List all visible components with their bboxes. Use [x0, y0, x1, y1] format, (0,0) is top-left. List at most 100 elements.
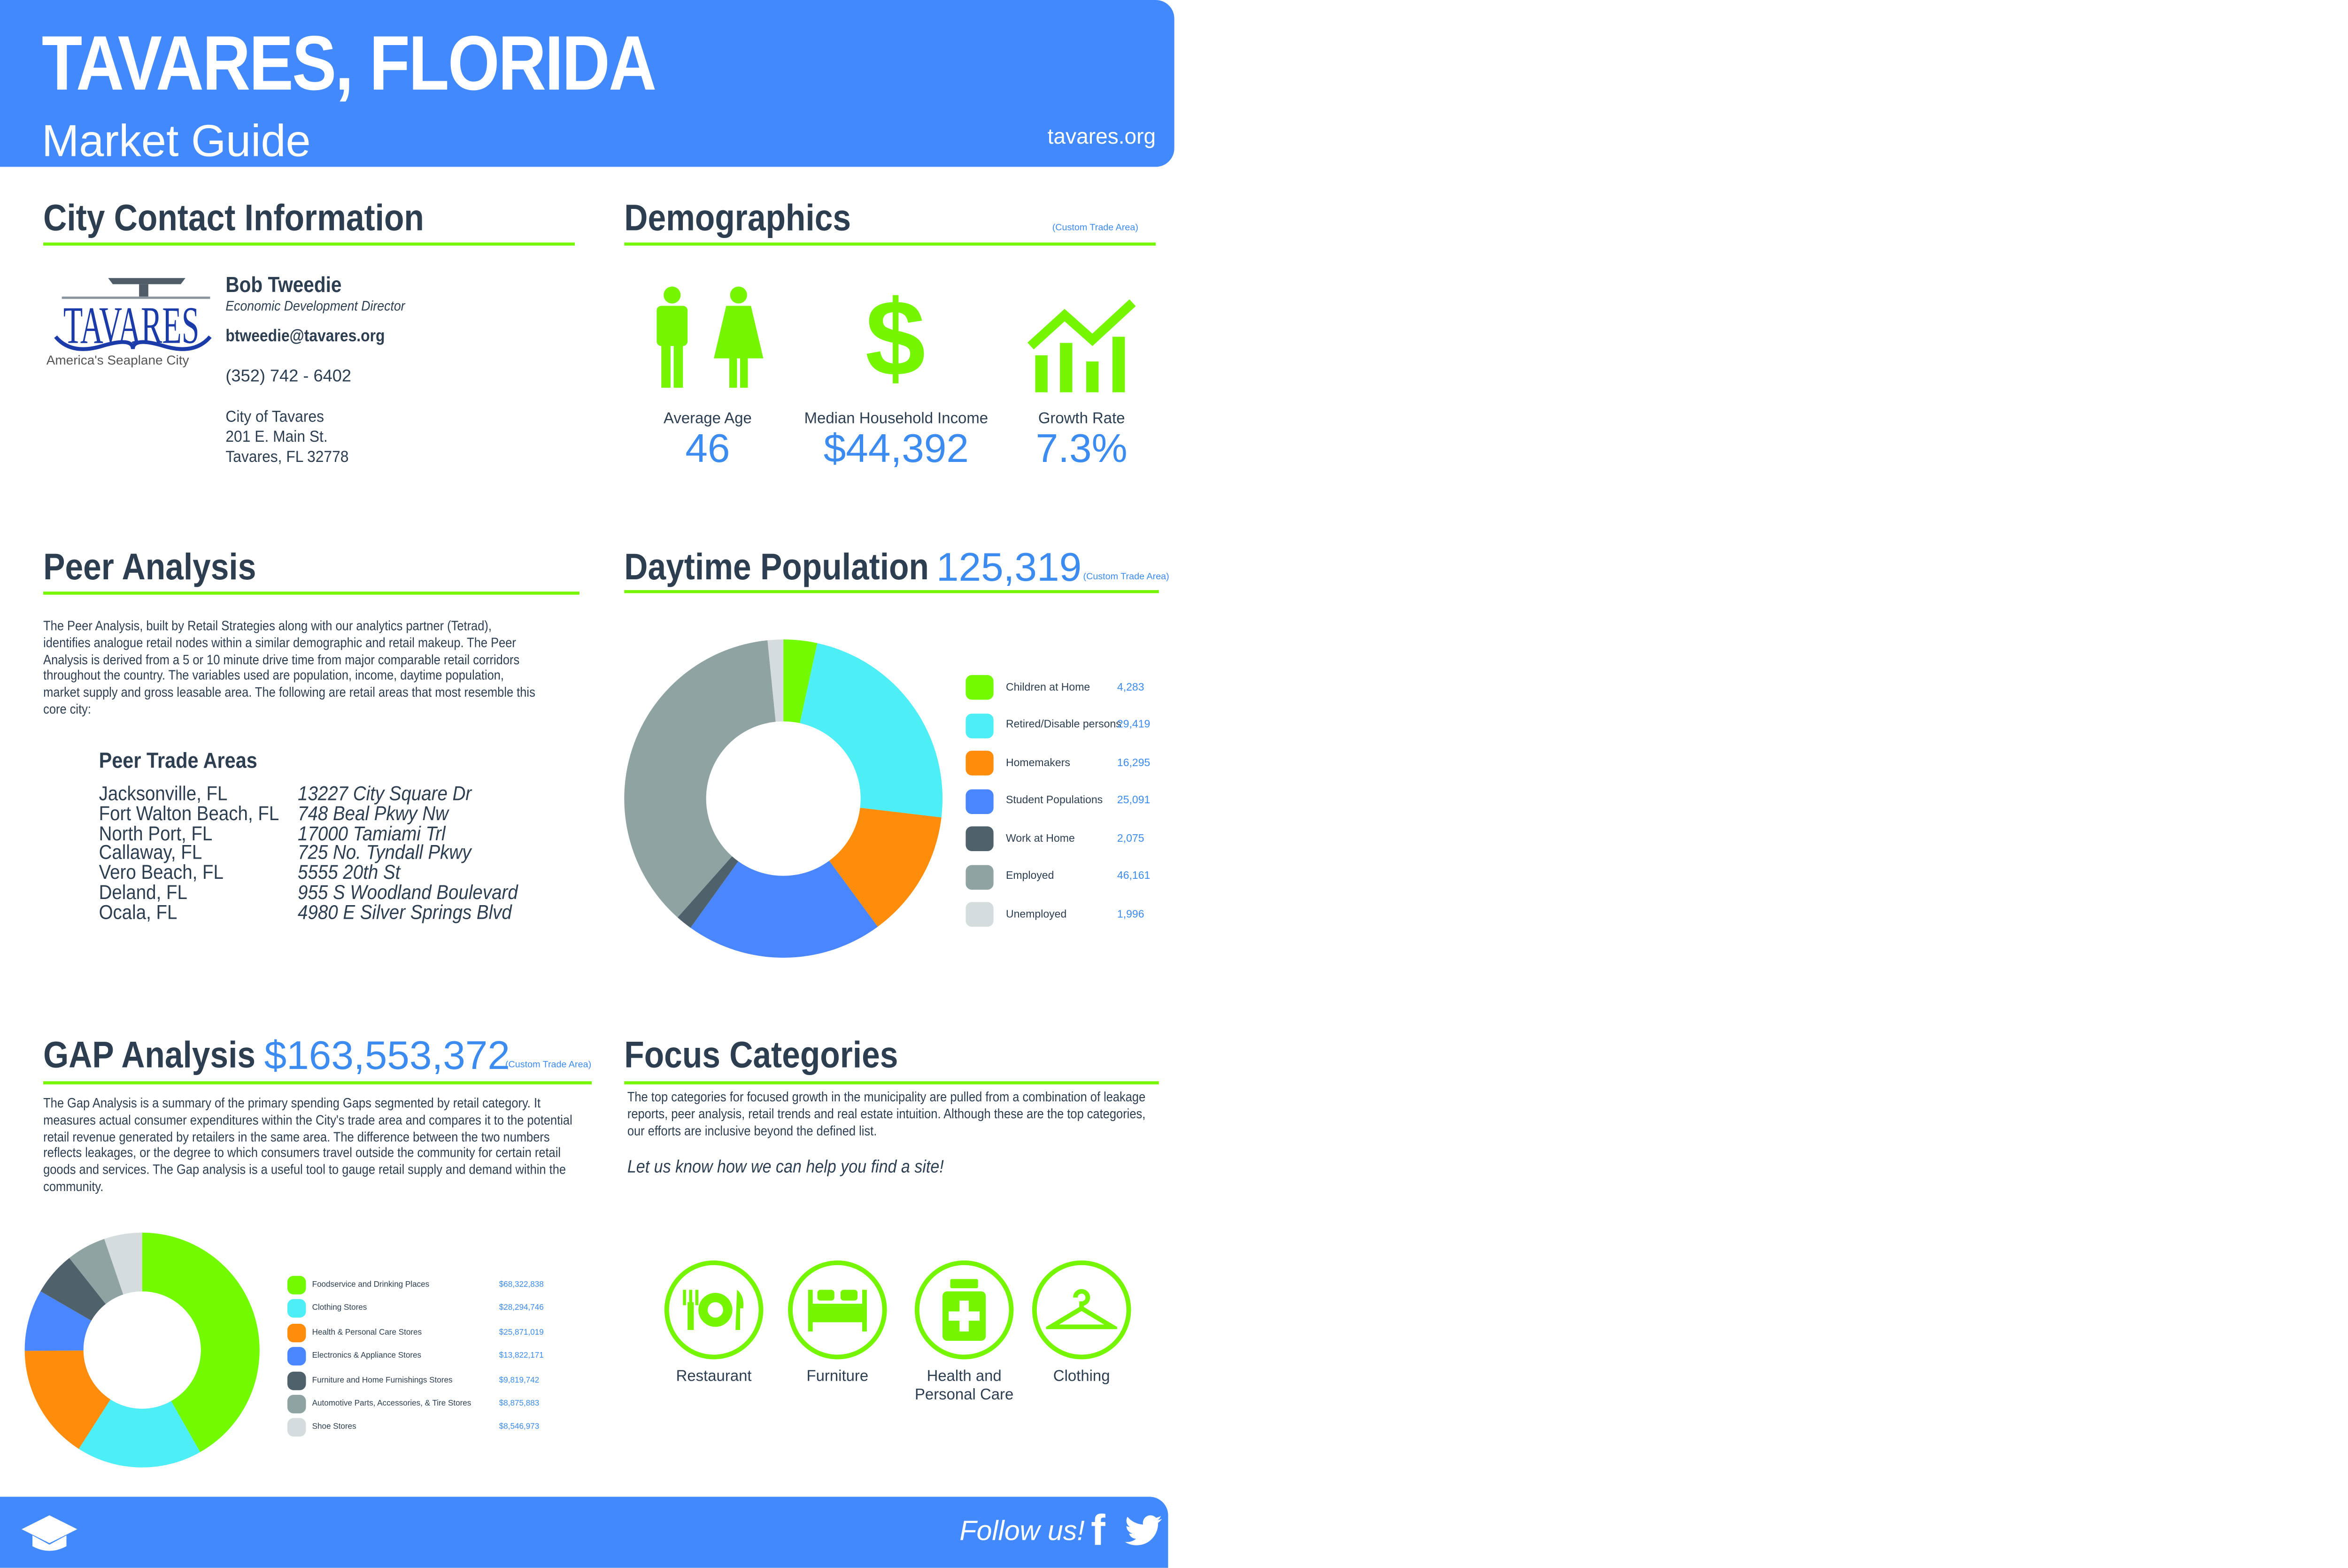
facebook-icon[interactable]: f [1090, 1506, 1105, 1554]
legend-label: Electronics & Appliance Stores [312, 1352, 422, 1361]
peer-city: North Port, FL [99, 821, 213, 845]
twitter-icon[interactable] [1125, 1514, 1162, 1547]
daytime-total: 125,319 [936, 544, 1082, 590]
legend-label: Retired/Disable persons [1005, 720, 1121, 731]
medicine-bottle-icon [914, 1260, 1014, 1360]
donut-slice-health-personal-care-stores [24, 1350, 111, 1449]
stat-value-growth: 7.3% [1035, 424, 1128, 471]
address-line: Tavares, FL 32778 [225, 448, 349, 467]
gap-heading: GAP Analysis [43, 1035, 256, 1077]
legend-label: Clothing Stores [312, 1304, 367, 1314]
peer-city: Deland, FL [99, 880, 187, 904]
peer-trade-area-row: Ocala, FL 4980 E Silver Springs Blvd [99, 900, 512, 923]
footer-banner: Follow us! f [0, 1497, 1168, 1568]
contact-role: Economic Development Director [225, 298, 405, 314]
address-line: City of Tavares [225, 407, 324, 427]
graduation-cap-icon [22, 1515, 77, 1551]
legend-swatch [965, 751, 994, 776]
legend-item: Electronics & Appliance Stores $13,822,17… [287, 1347, 544, 1366]
header-banner: TAVARES, FLORIDA Market Guide tavares.or… [0, 0, 1174, 167]
legend-item: Children at Home 4,283 [965, 675, 1144, 700]
tavares-logo: TAVARES America's Seaplane City [46, 275, 213, 371]
donut-slice-electronics-appliance-stores [24, 1291, 92, 1351]
legend-value: $68,322,838 [499, 1280, 544, 1290]
legend-item: Furniture and Home Furnishings Stores $9,… [287, 1371, 539, 1390]
peer-trade-area-row: North Port, FL 17000 Tamiami Trl [99, 821, 446, 845]
legend-swatch [287, 1371, 306, 1390]
legend-value: 25,091 [1117, 795, 1151, 807]
legend-value: 4,283 [1117, 682, 1144, 693]
peer-city: Callaway, FL [99, 841, 202, 864]
legend-label: Foodservice and Drinking Places [312, 1280, 430, 1290]
legend-swatch [965, 864, 994, 889]
legend-item: Homemakers 16,295 [965, 751, 1150, 776]
section-divider [624, 1081, 1159, 1084]
focus-cta: Let us know how we can help you find a s… [627, 1158, 944, 1177]
peer-trade-area-row: Jacksonville, FL 13227 City Square Dr [99, 782, 472, 805]
legend-value: 46,161 [1117, 871, 1151, 882]
bed-icon [788, 1260, 887, 1360]
legend-value: 16,295 [1117, 757, 1151, 769]
donut-slice-employed [624, 640, 776, 918]
peer-trade-area-row: Vero Beach, FL 5555 20th St [99, 861, 401, 884]
legend-swatch [965, 713, 994, 738]
legend-item: Employed 46,161 [965, 864, 1150, 889]
peer-city: Fort Walton Beach, FL [99, 801, 279, 825]
peer-trade-areas-heading: Peer Trade Areas [99, 747, 257, 773]
peer-address: 725 No. Tyndall Pkwy [298, 841, 471, 864]
legend-label: Shoe Stores [312, 1423, 356, 1433]
peer-address: 5555 20th St [298, 861, 401, 884]
legend-item: Student Populations 25,091 [965, 788, 1151, 814]
legend-item: Retired/Disable persons 29,419 [965, 713, 1150, 738]
legend-item: Work at Home 2,075 [965, 826, 1144, 851]
legend-item: Shoe Stores $8,546,973 [287, 1418, 540, 1437]
legend-label: Children at Home [1005, 682, 1090, 693]
donut-slice-work-at-home [677, 856, 739, 928]
trade-area-note: (Custom Trade Area) [1052, 224, 1138, 233]
legend-swatch [287, 1276, 306, 1295]
donut-slice-shoe-stores [104, 1232, 142, 1295]
donut-slice-children-at-home [783, 639, 818, 723]
peer-address: 748 Beal Pkwy Nw [298, 801, 449, 825]
focus-label-furniture: Furniture [806, 1368, 869, 1386]
donut-slice-student-populations [690, 861, 878, 958]
donut-slice-unemployed [767, 639, 784, 722]
stat-label-growth: Growth Rate [1038, 411, 1125, 428]
legend-value: 2,075 [1117, 833, 1144, 845]
section-divider [624, 242, 1156, 246]
legend-value: $8,546,973 [499, 1423, 540, 1433]
peer-city: Ocala, FL [99, 900, 178, 923]
legend-swatch [965, 788, 994, 814]
daytime-heading: Daytime Population [624, 546, 929, 589]
follow-us-text: Follow us! [959, 1515, 1085, 1546]
stat-label-age: Average Age [664, 411, 752, 428]
demographics-heading: Demographics [624, 198, 851, 239]
people-icon [649, 286, 770, 399]
stat-value-age: 46 [685, 424, 730, 471]
logo-tagline: America's Seaplane City [46, 352, 189, 368]
hanger-icon [1032, 1260, 1131, 1360]
legend-label: Work at Home [1005, 833, 1075, 845]
donut-slice-automotive-parts-accessories-tire-stores [69, 1239, 124, 1304]
legend-value: $13,822,171 [499, 1352, 544, 1361]
legend-label: Health & Personal Care Stores [312, 1328, 422, 1337]
legend-item: Automotive Parts, Accessories, & Tire St… [287, 1395, 539, 1414]
legend-label: Furniture and Home Furnishings Stores [312, 1376, 453, 1385]
legend-swatch [965, 902, 994, 927]
trade-area-note: (Custom Trade Area) [505, 1061, 592, 1071]
legend-swatch [287, 1418, 306, 1437]
website-link[interactable]: tavares.org [1047, 123, 1156, 148]
focus-heading: Focus Categories [624, 1035, 898, 1077]
legend-value: 29,419 [1117, 720, 1151, 731]
peer-address: 17000 Tamiami Trl [298, 821, 446, 845]
restaurant-icon [664, 1260, 764, 1360]
peer-heading: Peer Analysis [43, 546, 256, 589]
section-divider [43, 1081, 592, 1084]
peer-paragraph: The Peer Analysis, built by Retail Strat… [43, 618, 535, 717]
legend-swatch [287, 1299, 306, 1318]
contact-phone[interactable]: (352) 742 - 6402 [225, 368, 352, 386]
trade-area-note: (Custom Trade Area) [1083, 573, 1169, 583]
section-divider [43, 592, 579, 595]
contact-email[interactable]: btweedie@tavares.org [225, 327, 385, 346]
gap-analysis-donut [24, 1232, 260, 1468]
